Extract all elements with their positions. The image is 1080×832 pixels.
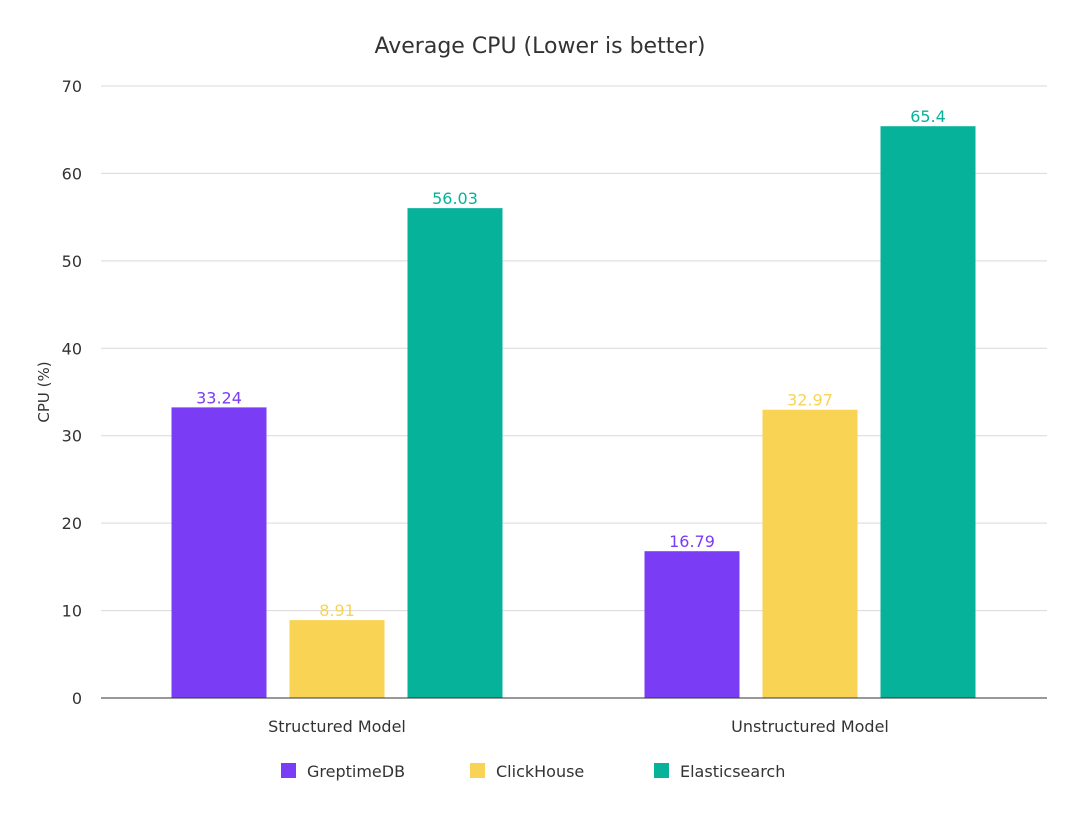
y-tick-label: 70 <box>62 77 82 96</box>
legend-item-clickhouse[interactable]: ClickHouse <box>470 762 584 781</box>
data-label: 16.79 <box>669 532 715 551</box>
bar-clickhouse-structured-model <box>289 620 385 698</box>
bar-elasticsearch-structured-model <box>407 208 503 699</box>
y-tick-label: 20 <box>62 514 82 533</box>
y-tick-label: 60 <box>62 164 82 183</box>
y-tick-label: 50 <box>62 252 82 271</box>
data-label: 32.97 <box>787 391 833 410</box>
bar-greptimedb-unstructured-model <box>644 551 740 698</box>
data-label: 33.24 <box>196 388 242 407</box>
bar-clickhouse-unstructured-model <box>762 409 858 698</box>
x-tick-label: Unstructured Model <box>731 717 889 736</box>
legend-item-elasticsearch[interactable]: Elasticsearch <box>654 762 785 781</box>
legend-label: Elasticsearch <box>680 762 785 781</box>
legend-swatch <box>281 763 296 778</box>
legend-label: GreptimeDB <box>307 762 405 781</box>
bar-elasticsearch-unstructured-model <box>880 126 976 698</box>
data-labels: 33.24 8.91 56.03 16.79 32.97 65.4 <box>196 107 946 620</box>
bars <box>171 126 976 699</box>
y-axis-tick-labels: 0 10 20 30 40 50 60 70 <box>62 77 82 708</box>
legend-item-greptimedb[interactable]: GreptimeDB <box>281 762 405 781</box>
chart-title: Average CPU (Lower is better) <box>374 34 705 59</box>
x-tick-label: Structured Model <box>268 717 406 736</box>
data-label: 56.03 <box>432 189 478 208</box>
legend-swatch <box>654 763 669 778</box>
bar-greptimedb-structured-model <box>171 407 267 698</box>
legend-swatch <box>470 763 485 778</box>
y-tick-label: 30 <box>62 427 82 446</box>
x-axis-tick-labels: Structured Model Unstructured Model <box>268 717 889 736</box>
y-axis-title: CPU (%) <box>35 361 53 422</box>
y-tick-label: 10 <box>62 602 82 621</box>
y-tick-label: 0 <box>72 689 82 708</box>
y-tick-label: 40 <box>62 339 82 358</box>
data-label: 8.91 <box>319 601 355 620</box>
legend[interactable]: GreptimeDB ClickHouse Elasticsearch <box>281 762 785 781</box>
data-label: 65.4 <box>910 107 946 126</box>
legend-label: ClickHouse <box>496 762 584 781</box>
